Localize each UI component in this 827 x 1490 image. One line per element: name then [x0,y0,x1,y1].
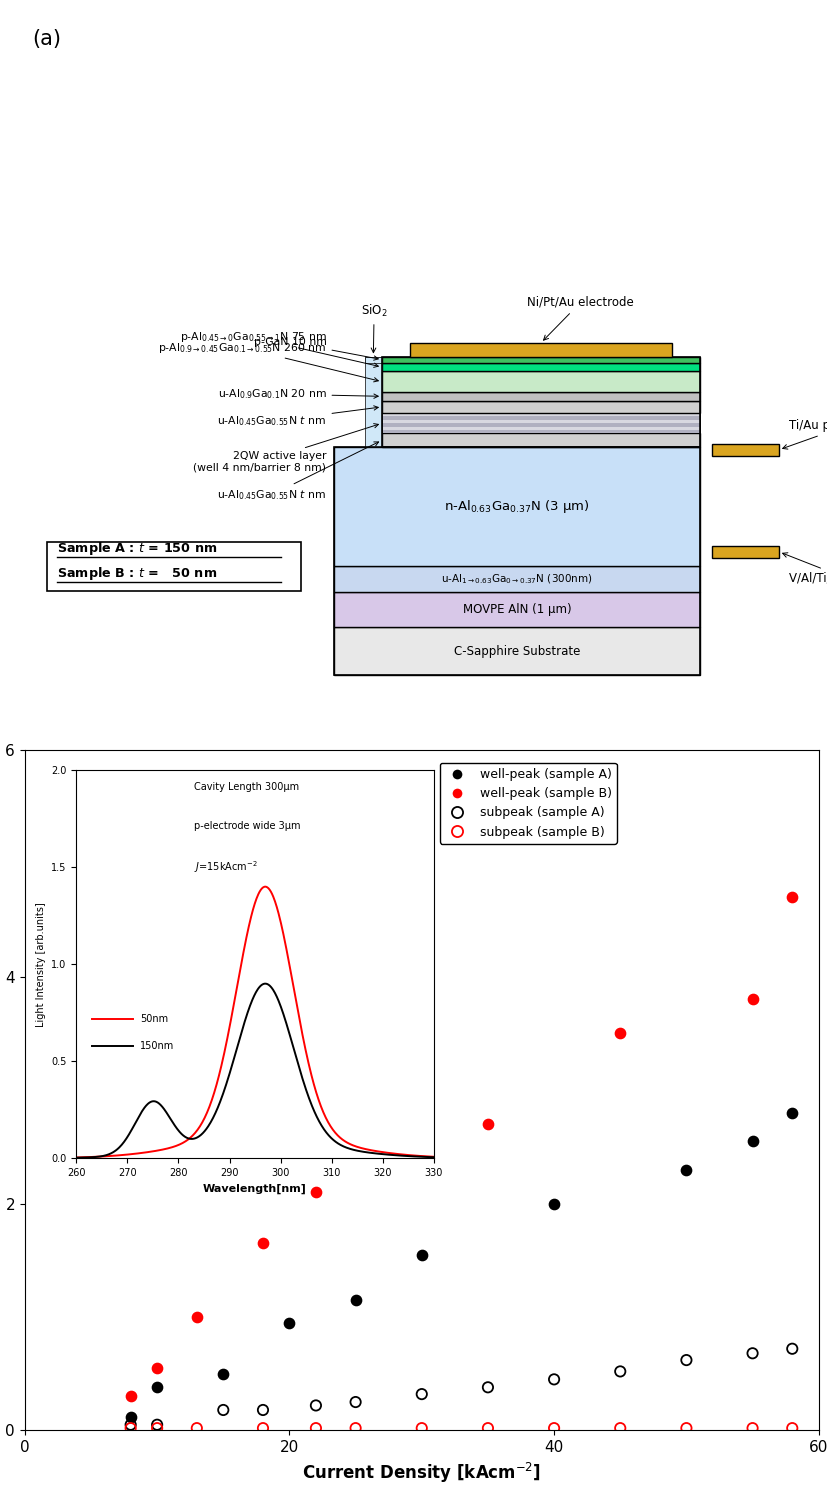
Point [309,1180,323,1204]
Point [256,1398,270,1421]
Point [746,988,759,1012]
Text: u-Al$_{0.45}$Ga$_{0.55}$N $\it{t}$ nm: u-Al$_{0.45}$Ga$_{0.55}$N $\it{t}$ nm [218,405,378,428]
Text: Ni/Pt/Au electrode: Ni/Pt/Au electrode [527,297,634,340]
Point [415,1383,428,1407]
Point [217,1362,230,1386]
Point [190,1416,203,1439]
Bar [365,356,382,447]
Text: Sample B : $\it{t}$ =   50 nm: Sample B : $\it{t}$ = 50 nm [56,565,217,581]
Text: MOVPE AlN (1 μm): MOVPE AlN (1 μm) [463,603,571,617]
Bar [410,343,672,356]
Point [349,1123,362,1147]
Text: Ti/Au pad electrode: Ti/Au pad electrode [782,420,827,448]
Point [415,1243,428,1266]
X-axis label: Current Density [kAcm$^{-2}$]: Current Density [kAcm$^{-2}$] [302,1460,542,1484]
Point [309,1416,323,1439]
Text: V/Al/Ti/Au electrode: V/Al/Ti/Au electrode [782,553,827,586]
Bar [382,413,700,416]
Point [547,1192,561,1216]
Point [786,1337,799,1360]
Bar [365,356,382,362]
Point [614,1359,627,1383]
Point [415,1044,428,1068]
Point [124,1405,137,1429]
Bar [47,542,301,592]
Point [415,1416,428,1439]
Bar [334,447,700,675]
Point [349,1416,362,1439]
Legend: well-peak (sample A), well-peak (sample B), subpeak (sample A), subpeak (sample : well-peak (sample A), well-peak (sample … [440,763,617,843]
Point [746,1341,759,1365]
Point [124,1416,137,1439]
Point [481,1416,495,1439]
Bar [382,401,700,413]
Bar [382,431,700,434]
Bar [382,434,700,447]
Bar [382,362,700,371]
Point [614,1022,627,1046]
Point [349,1390,362,1414]
Text: u-Al$_{1\rightarrow0.63}$Ga$_{0\rightarrow0.37}$N (300nm): u-Al$_{1\rightarrow0.63}$Ga$_{0\rightarr… [442,572,593,586]
Point [256,1416,270,1439]
Text: u-Al$_{0.45}$Ga$_{0.55}$N $\it{t}$ nm: u-Al$_{0.45}$Ga$_{0.55}$N $\it{t}$ nm [218,443,379,502]
Text: p-Al$_{0.45\rightarrow0}$Ga$_{0.55\rightarrow1}$N 75 nm: p-Al$_{0.45\rightarrow0}$Ga$_{0.55\right… [179,331,378,368]
Bar [334,592,700,627]
Point [614,1416,627,1439]
Point [680,1158,693,1182]
Point [151,1356,164,1380]
Bar [382,356,700,447]
Point [786,885,799,909]
Point [151,1375,164,1399]
Point [256,1231,270,1255]
Bar [382,423,700,426]
Text: C-Sapphire Substrate: C-Sapphire Substrate [454,645,581,657]
Bar [382,416,700,420]
Point [547,1416,561,1439]
Bar [382,371,700,392]
Text: p-Al$_{0.9\rightarrow0.45}$Ga$_{0.1\rightarrow0.55}$N 260 nm: p-Al$_{0.9\rightarrow0.45}$Ga$_{0.1\righ… [158,341,378,381]
Text: p-GaN 10 nm: p-GaN 10 nm [254,337,378,361]
Point [151,1416,164,1439]
Point [190,1305,203,1329]
Bar [382,420,700,423]
Bar [334,447,700,566]
Text: Sample A : $\it{t}$ = 150 nm: Sample A : $\it{t}$ = 150 nm [56,541,217,557]
Point [481,1112,495,1135]
Point [151,1413,164,1436]
Text: 2QW active layer
(well 4 nm/barrier 8 nm): 2QW active layer (well 4 nm/barrier 8 nm… [194,423,379,472]
Point [680,1348,693,1372]
Bar [382,392,700,401]
Text: (a): (a) [33,28,62,49]
Bar [711,444,779,456]
Point [481,1375,495,1399]
Text: SiO$_2$: SiO$_2$ [361,302,387,353]
Bar [711,545,779,557]
Bar [382,413,700,434]
Bar [334,627,700,675]
Point [547,1368,561,1392]
Point [309,1393,323,1417]
Point [786,1416,799,1439]
Point [349,1287,362,1311]
Text: n-Al$_{0.63}$Ga$_{0.37}$N (3 μm): n-Al$_{0.63}$Ga$_{0.37}$N (3 μm) [444,498,590,516]
Point [680,1416,693,1439]
Bar [334,566,700,592]
Bar [382,426,700,431]
Point [746,1129,759,1153]
Point [124,1413,137,1436]
Point [283,1311,296,1335]
Text: u-Al$_{0.9}$Ga$_{0.1}$N 20 nm: u-Al$_{0.9}$Ga$_{0.1}$N 20 nm [218,387,378,401]
Point [217,1398,230,1421]
Point [746,1416,759,1439]
Point [124,1384,137,1408]
Bar [382,356,700,362]
Point [786,1101,799,1125]
